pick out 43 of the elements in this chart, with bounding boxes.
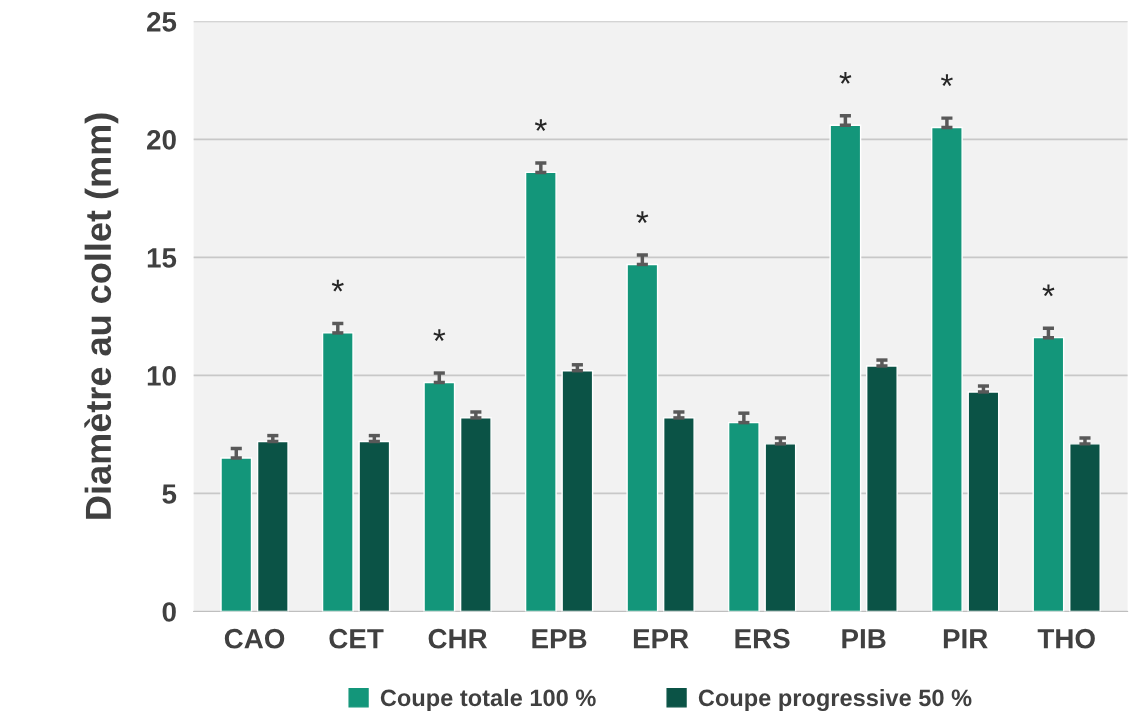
annotation: * bbox=[1042, 284, 1055, 297]
bar bbox=[423, 381, 456, 612]
bar bbox=[829, 124, 862, 612]
y-tick-label: 25 bbox=[147, 12, 177, 32]
legend-label: Coupe progressive 50 % bbox=[698, 688, 972, 711]
bar bbox=[358, 440, 391, 612]
x-tick-label: PIR bbox=[943, 629, 988, 649]
x-tick-label: CAO bbox=[224, 628, 285, 649]
annotation: * bbox=[534, 119, 547, 131]
annotation: * bbox=[839, 71, 852, 84]
bar bbox=[561, 369, 594, 612]
annotation: * bbox=[331, 279, 344, 292]
x-tick-label: ERS bbox=[735, 628, 790, 649]
x-tick-label: CHR bbox=[428, 628, 488, 649]
bar bbox=[764, 443, 797, 612]
y-tick-label: 5 bbox=[162, 484, 177, 504]
annotation: * bbox=[433, 329, 446, 341]
bar bbox=[662, 417, 695, 612]
bar bbox=[220, 457, 253, 612]
bar bbox=[459, 417, 492, 612]
x-tick-label: THO bbox=[1037, 628, 1095, 649]
y-axis-title: Diamètre au collet (mm) bbox=[84, 113, 119, 519]
bar bbox=[524, 171, 557, 612]
bar bbox=[626, 263, 659, 612]
bar bbox=[1069, 443, 1101, 612]
legend-label: Coupe totale 100 % bbox=[380, 688, 596, 711]
y-tick-label: 10 bbox=[147, 366, 176, 386]
y-tick-label: 0 bbox=[162, 602, 176, 622]
bar bbox=[1032, 336, 1065, 612]
bar bbox=[866, 365, 898, 612]
bar bbox=[930, 126, 963, 612]
x-tick-label: CET bbox=[329, 628, 384, 649]
x-tick-label: EPR bbox=[633, 629, 689, 649]
y-tick-label: 15 bbox=[147, 248, 177, 268]
x-tick-label: EPB bbox=[532, 629, 587, 649]
annotation: * bbox=[940, 74, 953, 87]
bar bbox=[727, 421, 760, 612]
bar bbox=[256, 440, 289, 612]
bar bbox=[967, 391, 1000, 612]
y-tick-label: 20 bbox=[147, 130, 176, 150]
bar bbox=[321, 332, 354, 612]
x-tick-label: PIB bbox=[842, 629, 886, 649]
annotation: * bbox=[636, 211, 649, 223]
